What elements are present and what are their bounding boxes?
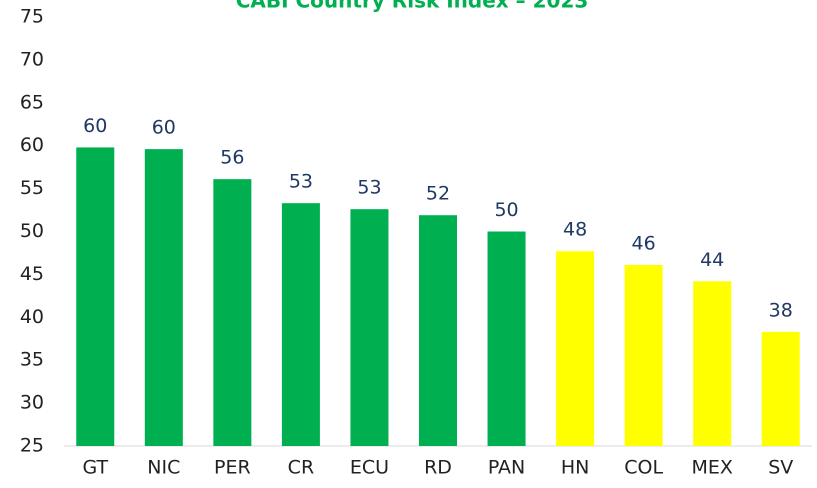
y-tick-label: 60 xyxy=(20,134,44,156)
value-label: 44 xyxy=(700,249,724,271)
y-tick-label: 45 xyxy=(20,263,44,285)
x-tick-label: NIC xyxy=(147,457,180,479)
value-label: 53 xyxy=(289,171,313,193)
bar xyxy=(76,147,115,446)
bar xyxy=(144,149,183,446)
bar xyxy=(281,203,320,446)
y-tick-label: 55 xyxy=(20,177,44,199)
y-tick-label: 40 xyxy=(20,306,44,328)
y-tick-label: 70 xyxy=(20,48,44,70)
y-tick-label: 35 xyxy=(20,349,44,371)
y-tick-label: 25 xyxy=(20,435,44,457)
value-label: 60 xyxy=(152,117,176,139)
y-tick-label: 75 xyxy=(20,6,44,28)
bar xyxy=(693,281,732,446)
bar xyxy=(487,231,526,446)
x-tick-label: CR xyxy=(288,457,314,479)
y-tick-label: 50 xyxy=(20,220,44,242)
x-tick-label: MEX xyxy=(691,457,732,479)
value-label: 38 xyxy=(769,299,793,321)
y-tick-label: 30 xyxy=(20,392,44,414)
value-label: 50 xyxy=(494,199,518,221)
bar xyxy=(556,251,595,446)
value-label: 48 xyxy=(563,219,587,241)
bar xyxy=(213,179,252,447)
value-label: 56 xyxy=(220,147,244,169)
x-tick-label: HN xyxy=(561,457,590,479)
chart-title: CABI Country Risk Index – 2023 xyxy=(236,0,589,13)
value-label: 46 xyxy=(632,232,656,254)
value-label: 52 xyxy=(426,183,450,205)
x-tick-label: PER xyxy=(214,457,251,479)
value-label: 60 xyxy=(83,115,107,137)
x-tick-label: ECU xyxy=(350,457,389,479)
bar xyxy=(624,264,663,446)
x-tick-label: RD xyxy=(424,457,452,479)
bar xyxy=(419,215,457,446)
x-tick-label: GT xyxy=(82,457,108,479)
x-tick-label: SV xyxy=(768,457,793,479)
value-label: 53 xyxy=(357,177,381,199)
x-tick-label: PAN xyxy=(488,457,525,479)
bar xyxy=(761,331,800,446)
x-tick-label: COL xyxy=(624,457,663,479)
y-tick-label: 65 xyxy=(20,91,44,113)
bar xyxy=(350,209,389,446)
